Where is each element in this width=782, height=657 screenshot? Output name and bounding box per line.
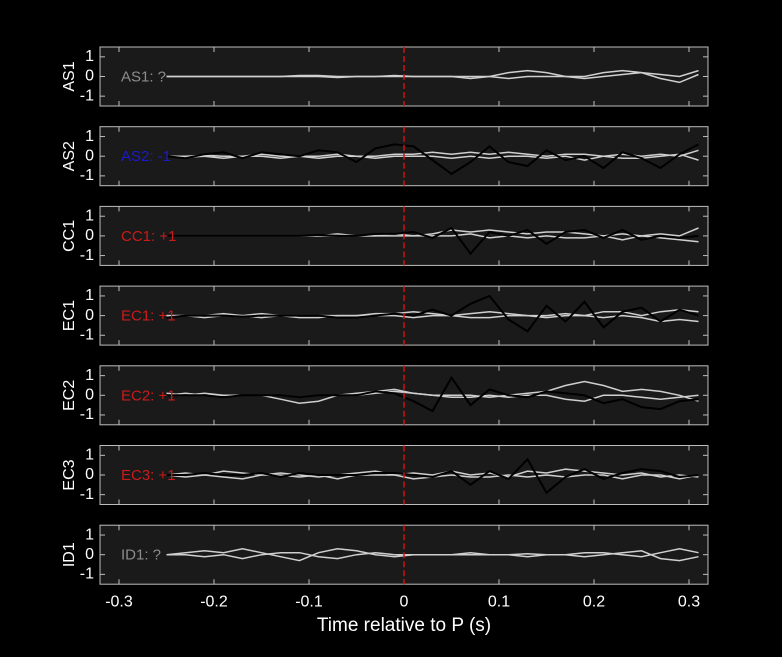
y-tick-label: -1	[80, 326, 94, 343]
x-tick-label: -0.3	[105, 593, 133, 610]
station-annotation: ID1: ?	[121, 547, 161, 564]
y-tick-label: 1	[85, 367, 94, 384]
y-tick-label: -1	[80, 247, 94, 264]
trace	[166, 226, 699, 256]
y-axis-label: ID1	[61, 542, 78, 567]
y-axis-label: AS1	[61, 61, 78, 91]
y-tick-label: 1	[85, 526, 94, 543]
trace	[166, 550, 699, 562]
y-tick-label: -1	[80, 486, 94, 503]
station-annotation: AS2: -1	[121, 148, 171, 165]
y-tick-label: 0	[85, 147, 94, 164]
x-tick-label: 0	[400, 593, 409, 610]
y-tick-label: 0	[85, 387, 94, 404]
x-tick-label: -0.1	[295, 593, 323, 610]
y-tick-label: 0	[85, 307, 94, 324]
trace	[166, 375, 699, 413]
station-annotation: CC1: +1	[121, 228, 176, 245]
station-annotation: EC1: +1	[121, 308, 176, 325]
x-tick-label: 0.1	[488, 593, 510, 610]
trace	[166, 308, 699, 317]
y-tick-label: 1	[85, 447, 94, 464]
trace	[166, 69, 699, 84]
x-tick-label: 0.3	[678, 593, 700, 610]
y-axis-label: AS2	[61, 141, 78, 171]
x-tick-label: 0.2	[583, 593, 605, 610]
y-tick-label: 1	[85, 207, 94, 224]
y-tick-label: 0	[85, 227, 94, 244]
y-tick-label: -1	[80, 406, 94, 423]
trace	[166, 153, 699, 161]
y-axis-label: EC3	[61, 459, 78, 490]
y-tick-label: -1	[80, 87, 94, 104]
y-tick-label: -1	[80, 167, 94, 184]
station-annotation: AS1: ?	[121, 68, 166, 85]
y-axis-label: EC2	[61, 380, 78, 411]
y-tick-label: -1	[80, 566, 94, 583]
y-tick-label: 0	[85, 546, 94, 563]
trace	[166, 143, 699, 176]
x-tick-label: -0.2	[200, 593, 228, 610]
trace	[166, 457, 699, 495]
y-axis-label: CC1	[61, 220, 78, 252]
trace	[166, 294, 699, 333]
y-tick-label: 1	[85, 48, 94, 65]
y-tick-label: 1	[85, 128, 94, 145]
station-annotation: EC3: +1	[121, 467, 176, 484]
y-tick-label: 1	[85, 287, 94, 304]
y-tick-label: 0	[85, 68, 94, 85]
x-axis-label: Time relative to P (s)	[317, 615, 491, 636]
y-tick-label: 0	[85, 466, 94, 483]
y-axis-label: EC1	[61, 300, 78, 331]
station-annotation: EC2: +1	[121, 387, 176, 404]
